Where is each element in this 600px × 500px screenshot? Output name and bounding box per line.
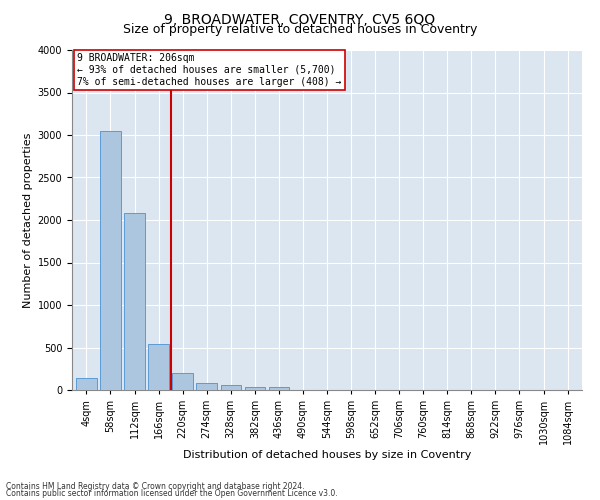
- Bar: [100, 130, 121, 390]
- Bar: [196, 383, 217, 390]
- Bar: [148, 344, 169, 390]
- Text: Contains public sector information licensed under the Open Government Licence v3: Contains public sector information licen…: [6, 489, 338, 498]
- Bar: [76, 378, 97, 390]
- Y-axis label: Number of detached properties: Number of detached properties: [23, 132, 34, 308]
- X-axis label: Distribution of detached houses by size in Coventry: Distribution of detached houses by size …: [183, 450, 471, 460]
- Text: 9, BROADWATER, COVENTRY, CV5 6QQ: 9, BROADWATER, COVENTRY, CV5 6QQ: [164, 12, 436, 26]
- Text: Size of property relative to detached houses in Coventry: Size of property relative to detached ho…: [123, 22, 477, 36]
- Bar: [245, 386, 265, 390]
- Bar: [172, 373, 193, 390]
- Bar: [124, 213, 145, 390]
- Bar: [221, 386, 241, 390]
- Text: 9 BROADWATER: 206sqm
← 93% of detached houses are smaller (5,700)
7% of semi-det: 9 BROADWATER: 206sqm ← 93% of detached h…: [77, 54, 341, 86]
- Text: Contains HM Land Registry data © Crown copyright and database right 2024.: Contains HM Land Registry data © Crown c…: [6, 482, 305, 491]
- Bar: [269, 387, 289, 390]
